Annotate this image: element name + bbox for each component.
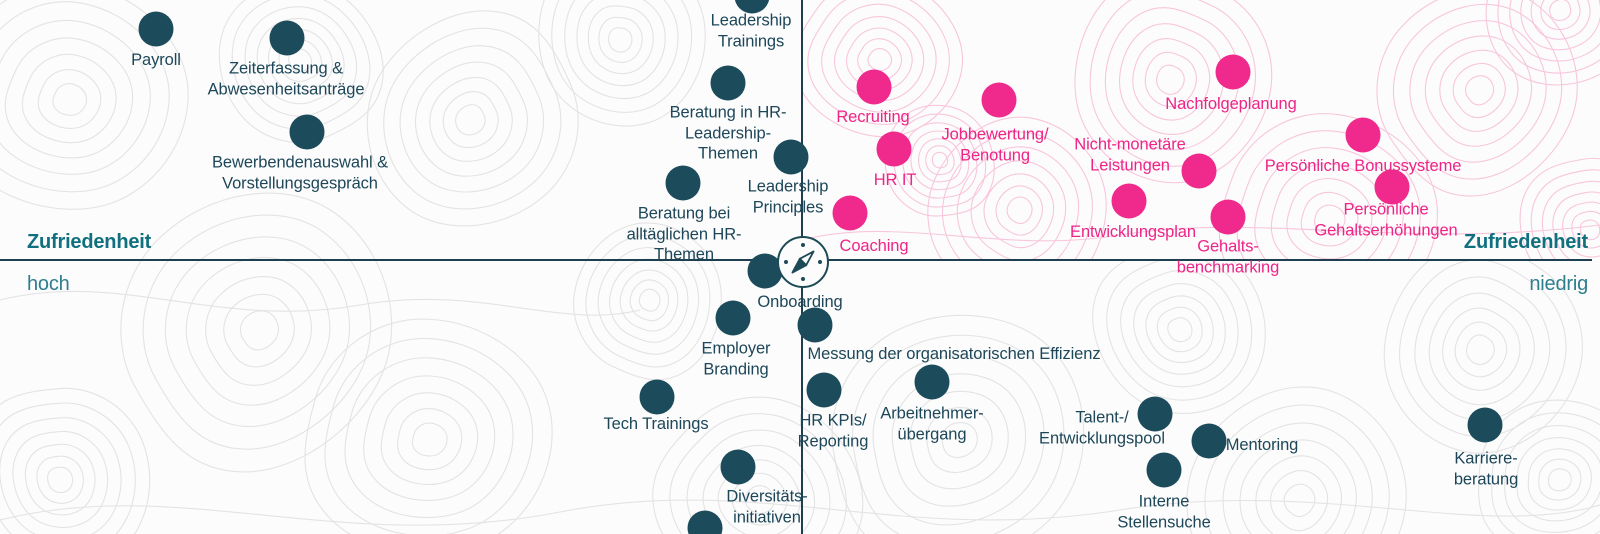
data-point-label: Beratung in HR- Leadership- Themen bbox=[669, 103, 787, 163]
data-point-dot bbox=[715, 300, 751, 336]
data-point-label: Jobbewertung/ Benotung bbox=[941, 125, 1049, 165]
data-point-label: Interne Stellensuche bbox=[1117, 492, 1211, 532]
data-point-dot bbox=[1137, 396, 1173, 432]
data-point-dot bbox=[1374, 169, 1410, 205]
data-point-dot bbox=[832, 195, 868, 231]
data-point-dot bbox=[1215, 54, 1251, 90]
data-point-label: Employer Branding bbox=[701, 339, 771, 379]
data-point-dot bbox=[876, 131, 912, 167]
data-point-label: Coaching bbox=[839, 236, 909, 255]
data-point-label: Nachfolgeplanung bbox=[1165, 94, 1297, 113]
data-point-label: Arbeitnehmer- übergang bbox=[880, 404, 984, 444]
data-point-label: Leadership Trainings bbox=[710, 11, 792, 51]
data-point-dot bbox=[1146, 452, 1182, 488]
data-point-dot bbox=[687, 510, 723, 534]
x-axis-sub-right: niedrig bbox=[1529, 273, 1588, 295]
data-point-dot bbox=[806, 372, 842, 408]
data-point-label: Nicht-monetäre Leistungen bbox=[1074, 135, 1186, 175]
x-axis-label-left: Zufriedenheit hoch bbox=[27, 231, 151, 296]
x-axis-title-left: Zufriedenheit bbox=[27, 231, 152, 253]
data-point-label: Payroll bbox=[131, 50, 181, 69]
data-point-dot bbox=[665, 165, 701, 201]
data-point-dot bbox=[720, 449, 756, 485]
data-point-label: Zeiterfassung & Abwesenheitsanträge bbox=[207, 59, 365, 99]
x-axis-sub-left: hoch bbox=[27, 273, 70, 295]
data-point-label: Beratung bei alltäglichen HR- Themen bbox=[626, 204, 742, 264]
data-point-dot bbox=[734, 0, 770, 14]
data-point-label: Tech Trainings bbox=[603, 414, 709, 433]
data-point-label: Gehalts- benchmarking bbox=[1176, 237, 1280, 277]
x-axis-title-right: Zufriedenheit bbox=[1463, 231, 1588, 253]
data-point-dot bbox=[1467, 407, 1503, 443]
data-point-label: Persönliche Gehaltserhöhungen bbox=[1314, 200, 1458, 240]
data-point-dot bbox=[773, 139, 809, 175]
data-point-label: Messung der organisatorischen Effizienz bbox=[807, 344, 1101, 363]
data-point-dot bbox=[138, 11, 174, 47]
compass-icon bbox=[777, 236, 829, 288]
data-point-label: Diversitäts- initiativen bbox=[726, 487, 808, 527]
data-point-dot bbox=[1191, 423, 1227, 459]
data-point-dot bbox=[914, 364, 950, 400]
data-point-label: Talent-/ Entwicklungspool bbox=[1039, 408, 1165, 448]
data-point-dot bbox=[856, 69, 892, 105]
data-point-dot bbox=[639, 379, 675, 415]
data-point-dot bbox=[747, 253, 783, 289]
data-point-dot bbox=[1210, 199, 1246, 235]
data-point-dot bbox=[1345, 117, 1381, 153]
data-point-label: Karriere- beratung bbox=[1453, 449, 1519, 489]
data-point-label: HR KPIs/ Reporting bbox=[797, 411, 869, 451]
data-point-dot bbox=[797, 307, 833, 343]
data-point-label: Entwicklungsplan bbox=[1070, 222, 1196, 241]
data-point-label: Mentoring bbox=[1225, 435, 1299, 454]
data-point-dot bbox=[981, 82, 1017, 118]
data-point-label: Bewerbendenauswahl & Vorstellungsgespräc… bbox=[212, 153, 388, 193]
data-point-label: HR IT bbox=[873, 170, 917, 189]
data-point-dot bbox=[269, 20, 305, 56]
data-point-label: Leadership Principles bbox=[747, 177, 829, 217]
data-point-dot bbox=[289, 114, 325, 150]
data-point-dot bbox=[710, 65, 746, 101]
data-point-dot bbox=[1181, 153, 1217, 189]
data-point-dot bbox=[1111, 183, 1147, 219]
x-axis-label-right: Zufriedenheit niedrig bbox=[1464, 231, 1588, 296]
data-point-label: Persönliche Bonussysteme bbox=[1264, 156, 1462, 175]
data-point-label: Recruiting bbox=[836, 107, 910, 126]
data-point-label: Onboarding bbox=[757, 292, 843, 311]
